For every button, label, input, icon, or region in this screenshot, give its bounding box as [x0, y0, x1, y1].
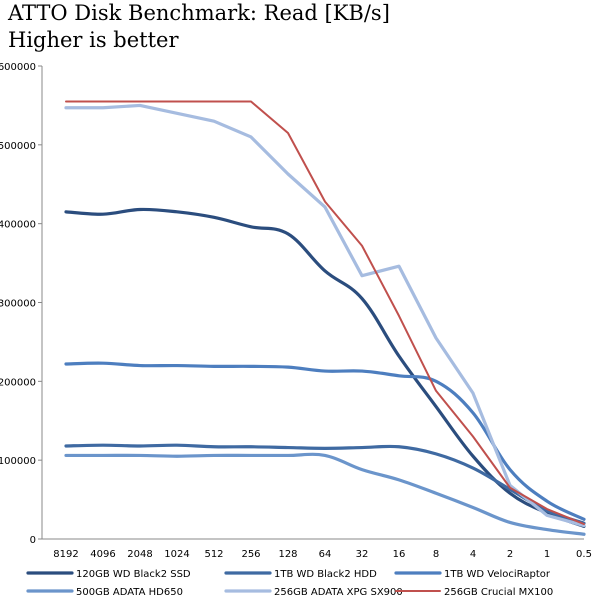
legend-label: 1TB WD Black2 HDD	[274, 569, 377, 580]
y-tick-label: 100000	[0, 456, 36, 467]
x-tick-label: 8192	[53, 549, 78, 560]
x-tick-label: 2	[507, 549, 513, 560]
legend-label: 120GB WD Black2 SSD	[76, 569, 191, 580]
series-line-1tb-wd-black2-hdd	[64, 443, 586, 525]
chart-axes	[38, 65, 584, 540]
y-tick-label: 0	[30, 535, 36, 546]
legend-label: 1TB WD VelociRaptor	[444, 569, 551, 580]
legend-label: 256GB ADATA XPG SX900	[274, 587, 403, 598]
series-line-500gb-adata-hd650	[64, 452, 586, 536]
x-tick-label: 256	[241, 549, 260, 560]
x-tick-label: 0.5	[576, 549, 592, 560]
series-line-256gb-crucial-mx100	[65, 100, 585, 526]
series-line-256gb-adata-xpg-sx900	[64, 103, 586, 528]
chart-legend: 120GB WD Black2 SSD 1TB WD Black2 HDD 1TB …	[26, 569, 553, 598]
tick-labels: 0 100000 200000 300000 400000 500000 600000 819…	[0, 62, 592, 560]
chart-subtitle: Higher is better	[8, 28, 179, 52]
x-tick-label: 32	[356, 549, 369, 560]
series-line-1tb-wd-velociraptor	[64, 361, 586, 521]
y-tick-label: 400000	[0, 220, 36, 231]
x-tick-label: 1024	[164, 549, 189, 560]
legend-label: 256GB Crucial MX100	[444, 587, 553, 598]
x-tick-label: 8	[433, 549, 439, 560]
x-tick-label: 1	[544, 549, 550, 560]
x-tick-label: 128	[278, 549, 297, 560]
series-lines	[64, 100, 586, 536]
x-tick-label: 4096	[90, 549, 115, 560]
legend-label: 500GB ADATA HD650	[76, 587, 183, 598]
y-tick-label: 200000	[0, 377, 36, 388]
y-tick-label: 300000	[0, 299, 36, 310]
chart-title: ATTO Disk Benchmark: Read [KB/s]	[8, 1, 390, 25]
x-tick-label: 512	[204, 549, 223, 560]
x-tick-label: 64	[319, 549, 332, 560]
x-tick-label: 16	[393, 549, 406, 560]
y-tick-label: 600000	[0, 62, 36, 73]
x-tick-label: 2048	[127, 549, 152, 560]
x-tick-label: 4	[470, 549, 476, 560]
y-tick-label: 500000	[0, 141, 36, 152]
